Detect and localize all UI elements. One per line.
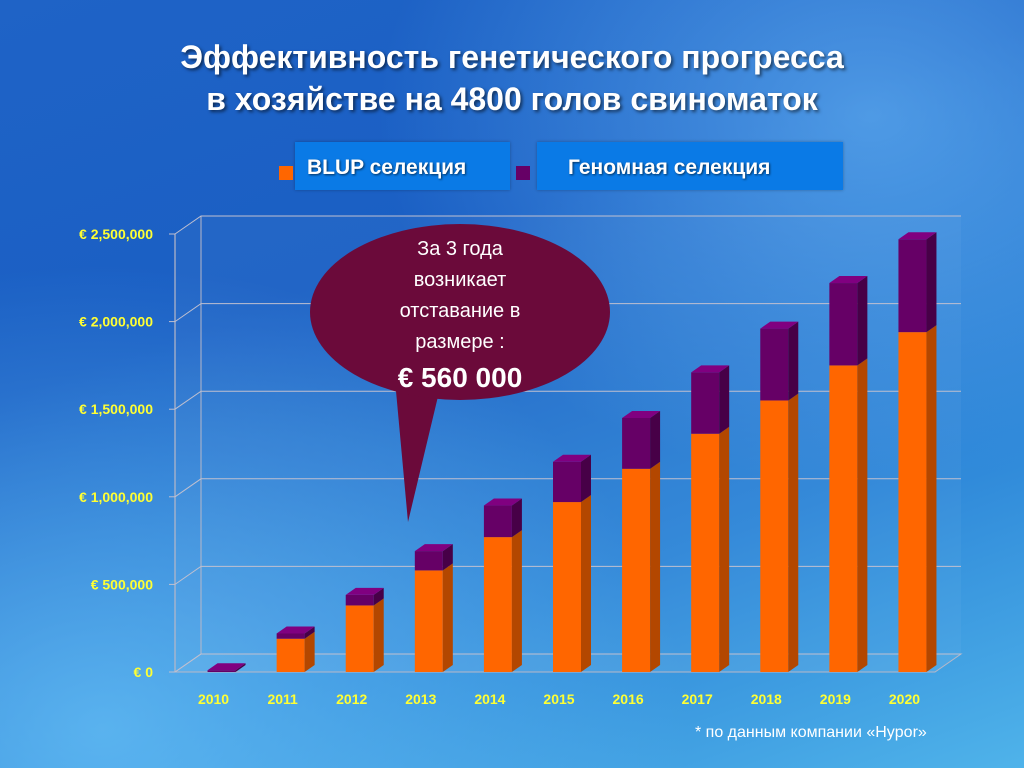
bar-side-blup-2012 bbox=[373, 598, 384, 672]
bar-blup-2020 bbox=[898, 332, 927, 672]
bar-genomic-2011 bbox=[276, 633, 305, 639]
x-tick-label: 2017 bbox=[682, 691, 713, 707]
legend-genomic-swatch bbox=[516, 166, 530, 180]
bar-blup-2014 bbox=[483, 537, 512, 672]
bar-side-genomic-2019 bbox=[857, 276, 868, 366]
bar-top-2010 bbox=[207, 663, 246, 671]
bar-side-genomic-2012 bbox=[373, 587, 384, 606]
bar-top-2019 bbox=[829, 276, 868, 284]
bar-blup-2012 bbox=[345, 605, 374, 672]
bar-side-genomic-2010 bbox=[235, 663, 246, 672]
x-tick-label: 2012 bbox=[336, 691, 367, 707]
chart-bars bbox=[207, 232, 937, 672]
callout-line-2: возникает bbox=[413, 269, 507, 291]
callout-bubble bbox=[310, 224, 610, 522]
x-tick-label: 2013 bbox=[405, 691, 436, 707]
bar-blup-2015 bbox=[553, 502, 581, 672]
bar-blup-2011 bbox=[276, 638, 305, 672]
callout-ellipse bbox=[310, 224, 610, 400]
y-tick-label: € 500,000 bbox=[91, 576, 153, 592]
bar-side-genomic-2014 bbox=[511, 498, 522, 538]
bar-genomic-2018 bbox=[760, 328, 789, 401]
callout-tail bbox=[395, 380, 440, 522]
callout-amount: € 560 000 bbox=[397, 362, 523, 393]
bar-side-genomic-2020 bbox=[926, 232, 937, 333]
bar-side-blup-2019 bbox=[857, 358, 868, 672]
bar-genomic-2010 bbox=[207, 670, 236, 672]
bar-genomic-2016 bbox=[622, 417, 651, 469]
bar-top-2017 bbox=[691, 365, 730, 373]
gridline bbox=[174, 215, 961, 235]
chart-title-line-1: Эффективность генетического прогресса bbox=[180, 39, 844, 75]
x-tick-label: 2019 bbox=[820, 691, 851, 707]
bar-side-blup-2015 bbox=[581, 495, 591, 672]
legend-blup-label: BLUP селекция bbox=[307, 156, 467, 179]
bar-genomic-2015 bbox=[553, 461, 581, 503]
bar-top-2014 bbox=[483, 498, 522, 506]
bar-genomic-2019 bbox=[829, 283, 858, 366]
bar-blup-2017 bbox=[691, 433, 720, 672]
bar-side-genomic-2013 bbox=[442, 544, 453, 571]
callout-line-1: За 3 года bbox=[417, 238, 503, 260]
bar-side-blup-2016 bbox=[650, 461, 661, 672]
bar-side-genomic-2017 bbox=[719, 365, 730, 434]
bar-top-2015 bbox=[553, 454, 591, 462]
bar-side-genomic-2015 bbox=[581, 454, 591, 503]
bar-blup-2018 bbox=[760, 400, 789, 672]
callout-line-4: размере : bbox=[415, 331, 505, 353]
legend-blup-box bbox=[295, 142, 510, 190]
footnote: * по данным компании «Hypor» bbox=[695, 724, 927, 741]
x-tick-label: 2018 bbox=[751, 691, 782, 707]
bar-side-blup-2017 bbox=[719, 426, 730, 672]
y-tick-label: € 2,500,000 bbox=[79, 226, 153, 242]
callout-text: За 3 года возникает отставание в размере… bbox=[345, 234, 575, 396]
callout-line-3: отставание в bbox=[399, 300, 521, 322]
gridline bbox=[174, 303, 961, 323]
bar-side-genomic-2011 bbox=[304, 626, 315, 639]
bar-top-2012 bbox=[345, 587, 384, 595]
bar-side-blup-2018 bbox=[788, 393, 799, 672]
y-tick-label: € 0 bbox=[134, 664, 154, 680]
bar-top-2016 bbox=[622, 410, 661, 418]
bar-blup-2019 bbox=[829, 365, 858, 672]
legend-genomic-box bbox=[537, 142, 843, 190]
bar-top-2018 bbox=[760, 321, 799, 329]
bar-top-2013 bbox=[414, 544, 453, 552]
bar-blup-2016 bbox=[622, 468, 651, 672]
bar-side-genomic-2018 bbox=[788, 321, 799, 401]
x-tick-label: 2016 bbox=[613, 691, 644, 707]
chart-labels: € 0 € 500,000 € 1,000,000 € 1,500,000 € 2,00… bbox=[79, 226, 920, 707]
bar-side-blup-2013 bbox=[442, 563, 453, 672]
bar-genomic-2014 bbox=[483, 505, 512, 538]
bar-blup-2013 bbox=[414, 570, 443, 672]
x-tick-label: 2015 bbox=[543, 691, 574, 707]
bar-side-blup-2020 bbox=[926, 325, 937, 672]
chart-title: Эффективность генетического прогресса в … bbox=[0, 36, 1024, 120]
x-tick-label: 2010 bbox=[198, 691, 229, 707]
x-tick-label: 2011 bbox=[267, 691, 298, 707]
bar-side-genomic-2016 bbox=[650, 410, 661, 469]
legend-genomic-label: Геномная селекция bbox=[568, 156, 771, 179]
bar-genomic-2020 bbox=[898, 239, 927, 333]
chart-title-line-2: в хозяйстве на 4800 голов свиноматок bbox=[206, 81, 818, 117]
x-tick-label: 2020 bbox=[889, 691, 920, 707]
y-tick-label: € 1,000,000 bbox=[79, 489, 153, 505]
bar-genomic-2012 bbox=[345, 594, 374, 606]
legend-blup-swatch bbox=[279, 166, 293, 180]
bar-side-blup-2011 bbox=[304, 631, 315, 672]
bar-genomic-2017 bbox=[691, 372, 720, 434]
y-tick-label: € 2,000,000 bbox=[79, 314, 153, 330]
bar-top-2020 bbox=[898, 232, 937, 240]
bar-genomic-2013 bbox=[414, 551, 443, 571]
bar-side-blup-2014 bbox=[511, 530, 522, 672]
x-tick-label: 2014 bbox=[474, 691, 505, 707]
bar-top-2011 bbox=[276, 626, 315, 634]
y-tick-label: € 1,500,000 bbox=[79, 401, 153, 417]
